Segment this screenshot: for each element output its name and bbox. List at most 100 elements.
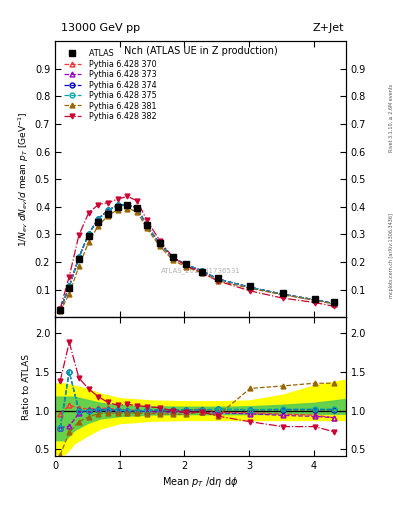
-   Pythia 6.428 373: [199, 268, 204, 274]
-   Pythia 6.428 373: [116, 202, 120, 208]
-   Pythia 6.428 370: [332, 301, 336, 307]
-   Pythia 6.428 375: [199, 268, 204, 274]
-   Pythia 6.428 381: [125, 205, 130, 211]
-   Pythia 6.428 373: [157, 241, 162, 247]
-   Pythia 6.428 382: [125, 193, 130, 199]
-   Pythia 6.428 375: [332, 301, 336, 307]
-   Pythia 6.428 381: [145, 225, 149, 231]
-   Pythia 6.428 375: [106, 207, 110, 214]
-   Pythia 6.428 381: [312, 297, 317, 304]
-   Pythia 6.428 375: [116, 202, 120, 208]
-   ATLAS: [199, 269, 204, 275]
- Line:   Pythia 6.428 373: Pythia 6.428 373: [58, 202, 337, 312]
-   Pythia 6.428 374: [215, 276, 220, 282]
-   Pythia 6.428 375: [157, 241, 162, 247]
-   Pythia 6.428 381: [280, 292, 285, 298]
-   Pythia 6.428 375: [145, 223, 149, 229]
- Line:   Pythia 6.428 374: Pythia 6.428 374: [58, 202, 337, 312]
-   Pythia 6.428 373: [106, 207, 110, 214]
-   Pythia 6.428 373: [248, 284, 253, 290]
-   Pythia 6.428 382: [199, 270, 204, 276]
- Legend:   ATLAS,   Pythia 6.428 370,   Pythia 6.428 373,   Pythia 6.428 374,   Pythia 6.: ATLAS, Pythia 6.428 370, Pythia 6.428 37…: [62, 48, 158, 123]
-   Pythia 6.428 381: [106, 212, 110, 219]
-   ATLAS: [248, 284, 253, 290]
-   Pythia 6.428 374: [280, 291, 285, 297]
-   Pythia 6.428 370: [280, 291, 285, 297]
-   ATLAS: [215, 275, 220, 281]
-   Pythia 6.428 381: [116, 206, 120, 212]
-   Pythia 6.428 370: [199, 268, 204, 274]
-   Pythia 6.428 381: [67, 291, 72, 297]
-   Pythia 6.428 381: [248, 285, 253, 291]
-   Pythia 6.428 370: [116, 202, 120, 208]
-   Pythia 6.428 375: [86, 231, 91, 237]
-   Pythia 6.428 381: [157, 243, 162, 249]
-   Pythia 6.428 373: [86, 231, 91, 237]
- Line:   Pythia 6.428 370: Pythia 6.428 370: [58, 202, 337, 312]
-   ATLAS: [170, 254, 175, 260]
-   Pythia 6.428 374: [67, 284, 72, 290]
-   Pythia 6.428 381: [77, 263, 81, 269]
- X-axis label: Mean $p_{T}$ /d$\eta$ d$\phi$: Mean $p_{T}$ /d$\eta$ d$\phi$: [162, 475, 239, 489]
-   Pythia 6.428 373: [183, 261, 188, 267]
-   Pythia 6.428 382: [312, 300, 317, 306]
-   Pythia 6.428 381: [170, 257, 175, 263]
- Text: mcplots.cern.ch [arXiv:1306.3436]: mcplots.cern.ch [arXiv:1306.3436]: [389, 214, 393, 298]
-   Pythia 6.428 373: [77, 254, 81, 261]
- Text: ATLAS_2019_I1736531: ATLAS_2019_I1736531: [160, 267, 241, 274]
-   Pythia 6.428 382: [116, 196, 120, 202]
- Text: Nch (ATLAS UE in Z production): Nch (ATLAS UE in Z production): [123, 47, 277, 56]
-   Pythia 6.428 374: [183, 261, 188, 267]
-   Pythia 6.428 374: [96, 216, 101, 222]
-   Pythia 6.428 370: [77, 254, 81, 261]
-   Pythia 6.428 374: [116, 202, 120, 208]
-   Pythia 6.428 370: [67, 284, 72, 290]
-   Pythia 6.428 375: [312, 296, 317, 303]
- Line:   ATLAS: ATLAS: [57, 203, 337, 312]
-   Pythia 6.428 375: [170, 254, 175, 261]
-   Pythia 6.428 373: [215, 276, 220, 282]
-   Pythia 6.428 374: [170, 254, 175, 261]
- Text: 13000 GeV pp: 13000 GeV pp: [61, 23, 140, 33]
-   Pythia 6.428 375: [58, 307, 62, 313]
-   Pythia 6.428 375: [96, 216, 101, 222]
-   Pythia 6.428 375: [135, 205, 140, 211]
-   ATLAS: [86, 233, 91, 239]
-   Pythia 6.428 370: [215, 276, 220, 282]
-   ATLAS: [280, 290, 285, 296]
-   ATLAS: [312, 295, 317, 302]
-   Pythia 6.428 370: [170, 254, 175, 261]
-   Pythia 6.428 382: [332, 303, 336, 309]
-   Pythia 6.428 381: [135, 208, 140, 215]
-   ATLAS: [77, 257, 81, 263]
-   Pythia 6.428 382: [135, 198, 140, 204]
-   Pythia 6.428 381: [332, 301, 336, 307]
- Line:   Pythia 6.428 382: Pythia 6.428 382: [58, 194, 337, 311]
-   Pythia 6.428 382: [280, 295, 285, 301]
-   Pythia 6.428 373: [135, 205, 140, 211]
-   Pythia 6.428 373: [96, 216, 101, 222]
- Line:   Pythia 6.428 375: Pythia 6.428 375: [58, 202, 337, 312]
- Line:   Pythia 6.428 381: Pythia 6.428 381: [58, 206, 337, 314]
-   Pythia 6.428 375: [215, 276, 220, 282]
-   ATLAS: [67, 285, 72, 291]
-   Pythia 6.428 370: [248, 284, 253, 290]
-   Pythia 6.428 381: [58, 308, 62, 314]
-   Pythia 6.428 373: [332, 301, 336, 307]
-   Pythia 6.428 374: [106, 207, 110, 214]
-   Pythia 6.428 382: [183, 262, 188, 268]
-   ATLAS: [332, 299, 336, 305]
-   Pythia 6.428 382: [170, 254, 175, 260]
-   Pythia 6.428 375: [183, 261, 188, 267]
-   Pythia 6.428 374: [135, 205, 140, 211]
-   Pythia 6.428 381: [86, 239, 91, 245]
-   Pythia 6.428 370: [86, 231, 91, 237]
-   Pythia 6.428 382: [248, 288, 253, 294]
-   ATLAS: [96, 219, 101, 225]
-   ATLAS: [58, 307, 62, 313]
-   Pythia 6.428 374: [248, 284, 253, 290]
-   Pythia 6.428 373: [67, 284, 72, 290]
-   Pythia 6.428 382: [96, 202, 101, 208]
-   Pythia 6.428 370: [157, 241, 162, 247]
-   Pythia 6.428 374: [199, 268, 204, 274]
